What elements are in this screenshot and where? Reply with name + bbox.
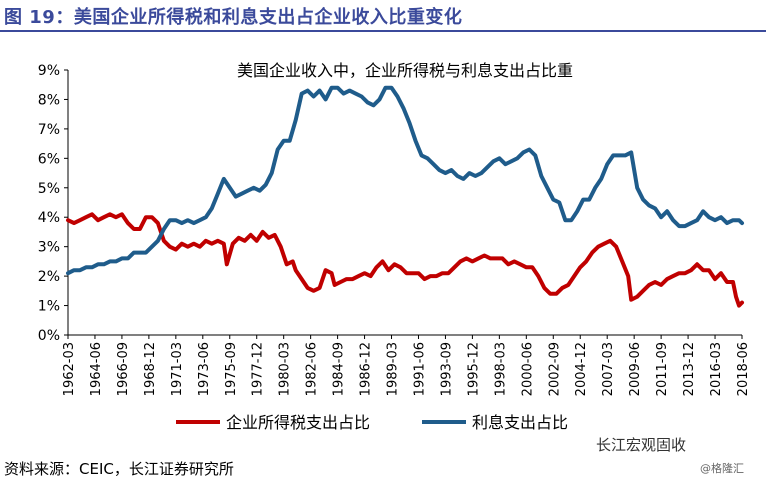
chart-title: 美国企业收入中，企业所得税与利息支出占比重 xyxy=(237,61,573,80)
x-tick-label: 1962-03 xyxy=(62,342,77,396)
legend: 企业所得税支出占比 利息支出占比 xyxy=(176,413,568,432)
x-tick-label: 2004-12 xyxy=(574,342,589,396)
y-tick-label: 6% xyxy=(38,151,60,167)
tax-series-line xyxy=(66,212,744,308)
x-tick-label: 1980-03 xyxy=(278,342,293,396)
title-rule xyxy=(0,30,766,32)
line-chart: 美国企业收入中，企业所得税与利息支出占比重 0% 1% 2% 3% 4% 5% 6% 7% 8%… xyxy=(38,61,751,432)
legend-label-interest: 利息支出占比 xyxy=(472,413,568,432)
y-tick-label: 1% xyxy=(38,299,60,315)
x-tick-label: 1998-03 xyxy=(493,342,508,396)
x-tick-label: 2007-03 xyxy=(601,342,616,396)
x-tick-label: 2009-06 xyxy=(628,342,643,396)
x-tick-label: 1971-03 xyxy=(170,342,185,396)
x-tick-label: 1995-12 xyxy=(466,342,481,396)
y-tick-label: 3% xyxy=(38,240,60,256)
x-tick-label: 2013-12 xyxy=(682,342,697,396)
x-tick-label: 1991-06 xyxy=(412,342,427,396)
x-tick-label: 1966-09 xyxy=(116,342,131,396)
x-tick-label: 1964-06 xyxy=(89,342,104,396)
watermark-handle: @格隆汇 xyxy=(700,462,744,475)
figure-title: 图 19：美国企业所得税和利息支出占企业收入比重变化 xyxy=(4,7,463,28)
y-tick-label: 5% xyxy=(38,181,60,197)
y-tick-label: 0% xyxy=(38,328,60,344)
y-tick-label: 8% xyxy=(38,92,60,108)
series-layer xyxy=(66,85,744,308)
watermark: 长江宏观固收 xyxy=(596,436,687,454)
source-note: 资料来源：CEIC，长江证券研究所 xyxy=(4,460,234,478)
x-tick-label: 2011-09 xyxy=(655,342,670,396)
x-tick-label: 1989-03 xyxy=(386,342,401,396)
x-tick-label: 1975-09 xyxy=(224,342,239,396)
legend-label-tax: 企业所得税支出占比 xyxy=(226,413,370,432)
x-tick-label: 2018-06 xyxy=(736,342,751,396)
x-tick-label: 1977-12 xyxy=(251,342,266,396)
interest-series-line xyxy=(66,85,744,276)
y-tick-label: 7% xyxy=(38,122,60,138)
x-tick-label: 1993-09 xyxy=(439,342,454,396)
axes: 0% 1% 2% 3% 4% 5% 6% 7% 8% 9% 1962-03 1964-06 1966-0… xyxy=(38,63,751,396)
y-tick-label: 4% xyxy=(38,210,60,226)
y-tick-label: 9% xyxy=(38,63,60,79)
y-tick-label: 2% xyxy=(38,269,60,285)
x-tick-label: 1984-09 xyxy=(332,342,347,396)
x-tick-label: 1986-12 xyxy=(359,342,374,396)
x-tick-label: 2000-06 xyxy=(520,342,535,396)
x-tick-label: 1973-06 xyxy=(197,342,212,396)
x-tick-label: 2002-09 xyxy=(547,342,562,396)
x-tick-label: 2016-03 xyxy=(709,342,724,396)
x-tick-label: 1982-06 xyxy=(305,342,320,396)
x-tick-label: 1968-12 xyxy=(143,342,158,396)
